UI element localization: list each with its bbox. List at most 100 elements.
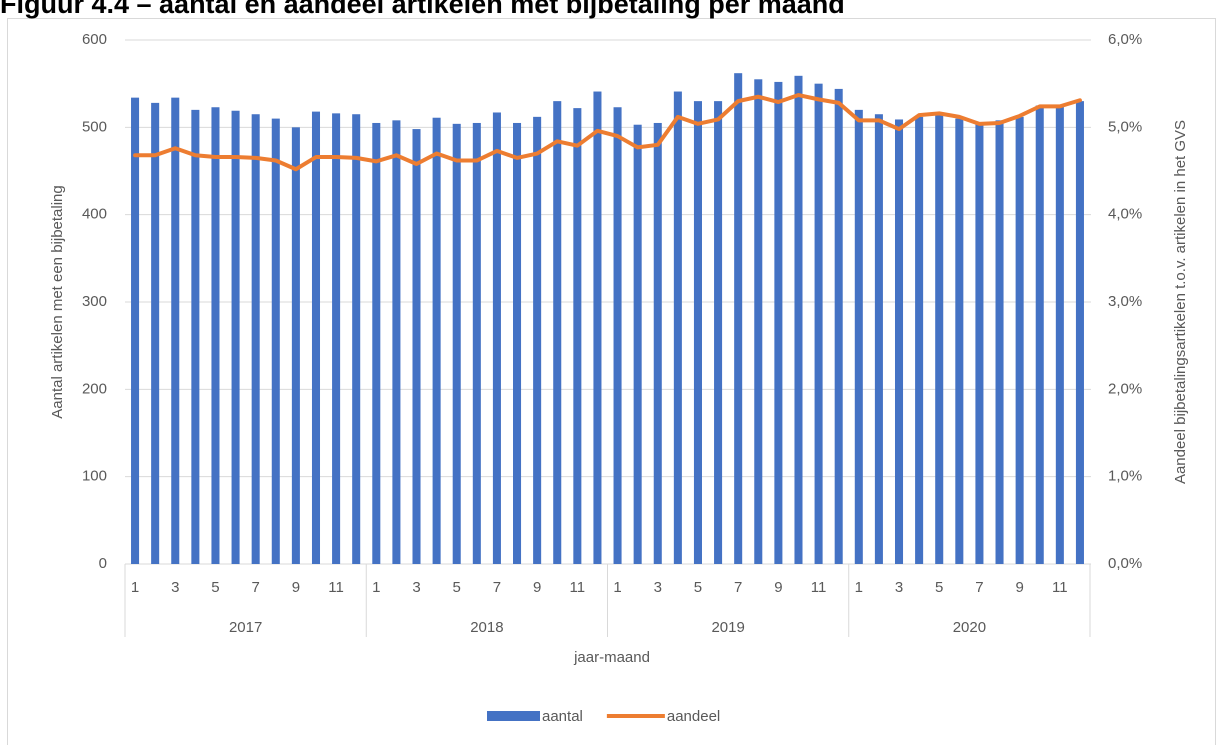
bar — [191, 109, 200, 564]
bar — [834, 88, 843, 564]
bar — [955, 118, 964, 564]
y-tick-label: 400 — [82, 206, 107, 223]
bar — [251, 114, 260, 564]
x-tick-label: 11 — [570, 579, 586, 596]
bar — [392, 120, 401, 564]
legend-label: aantal — [542, 708, 583, 725]
bar — [935, 114, 944, 564]
bar — [553, 101, 562, 564]
bar — [533, 116, 542, 564]
bar — [814, 83, 823, 565]
bar — [1015, 116, 1024, 564]
y2-tick-label: 1,0% — [1108, 468, 1142, 485]
bar — [291, 127, 300, 564]
chart-frame — [7, 18, 1216, 745]
x-tick-label: 7 — [493, 579, 501, 596]
x-tick-label: 5 — [211, 579, 219, 596]
x-tick-label: 5 — [453, 579, 461, 596]
bar — [151, 102, 160, 564]
x-tick-label: 7 — [252, 579, 260, 596]
bar — [332, 113, 341, 565]
bar — [714, 101, 723, 564]
bar — [633, 124, 642, 565]
x-tick-label: 11 — [328, 579, 344, 596]
bar — [593, 91, 602, 564]
group-label: 2019 — [711, 619, 744, 636]
group-label: 2017 — [229, 619, 262, 636]
bar — [271, 118, 280, 564]
x-tick-label: 3 — [412, 579, 420, 596]
x-tick-label: 3 — [171, 579, 179, 596]
x-tick-label: 3 — [895, 579, 903, 596]
x-tick-label: 7 — [734, 579, 742, 596]
y2-tick-label: 5,0% — [1108, 118, 1142, 135]
x-tick-label: 5 — [694, 579, 702, 596]
bar — [472, 122, 481, 564]
bar — [131, 97, 140, 564]
bar — [613, 107, 622, 564]
x-tick-label: 5 — [935, 579, 943, 596]
group-label: 2020 — [953, 619, 986, 636]
group-label: 2018 — [470, 619, 503, 636]
bar — [975, 122, 984, 564]
x-tick-label: 3 — [654, 579, 662, 596]
line — [133, 93, 1082, 172]
bar — [452, 123, 461, 564]
y2-tick-label: 2,0% — [1108, 380, 1142, 397]
bar — [693, 101, 702, 564]
bar — [372, 122, 381, 564]
legend-swatch — [487, 711, 540, 721]
bar — [432, 117, 441, 564]
bar — [915, 116, 924, 564]
x-tick-label: 1 — [613, 579, 621, 596]
y-tick-label: 300 — [82, 293, 107, 310]
y-tick-label: 600 — [82, 31, 107, 48]
x-tick-label: 7 — [975, 579, 983, 596]
bar — [874, 114, 883, 564]
bar — [854, 109, 863, 564]
y-tick-label: 500 — [82, 118, 107, 135]
x-tick-label: 11 — [1052, 579, 1068, 596]
y2-axis-title: Aandeel bijbetalingsartikelen t.o.v. art… — [1172, 120, 1189, 484]
bar — [513, 122, 522, 564]
x-tick-label: 9 — [292, 579, 300, 596]
bar — [794, 75, 803, 564]
y2-tick-label: 6,0% — [1108, 31, 1142, 48]
x-tick-label: 1 — [131, 579, 139, 596]
x-tick-label: 11 — [811, 579, 827, 596]
bar — [211, 107, 220, 564]
y2-tick-label: 3,0% — [1108, 293, 1142, 310]
x-tick-label: 9 — [774, 579, 782, 596]
x-tick-label: 9 — [533, 579, 541, 596]
bar — [492, 112, 501, 564]
bar — [1055, 105, 1064, 564]
y-tick-label: 100 — [82, 468, 107, 485]
bar — [774, 81, 783, 565]
chart-title: Figuur 4.4 – aantal en aandeel artikelen… — [0, 0, 845, 19]
bar — [573, 108, 582, 565]
bar — [311, 111, 321, 564]
x-axis-title: jaar-maand — [573, 649, 650, 666]
y2-tick-label: 4,0% — [1108, 206, 1142, 223]
bar — [1075, 101, 1084, 564]
bar — [412, 129, 421, 564]
y-axis-title: Aantal artikelen met een bijbetaling — [49, 185, 66, 418]
bar — [1035, 105, 1044, 564]
bar — [231, 110, 240, 565]
y-tick-label: 0 — [99, 555, 107, 572]
x-tick-label: 9 — [1015, 579, 1023, 596]
y2-tick-label: 0,0% — [1108, 555, 1142, 572]
x-tick-label: 1 — [855, 579, 863, 596]
bar — [673, 91, 682, 564]
bar — [352, 114, 361, 564]
y-tick-label: 200 — [82, 380, 107, 397]
x-tick-label: 1 — [372, 579, 380, 596]
bar — [995, 120, 1004, 564]
bar — [653, 122, 662, 564]
legend-label: aandeel — [667, 708, 720, 725]
bar — [734, 73, 743, 564]
bar — [754, 79, 763, 565]
bar — [894, 119, 904, 565]
bar — [171, 97, 180, 564]
